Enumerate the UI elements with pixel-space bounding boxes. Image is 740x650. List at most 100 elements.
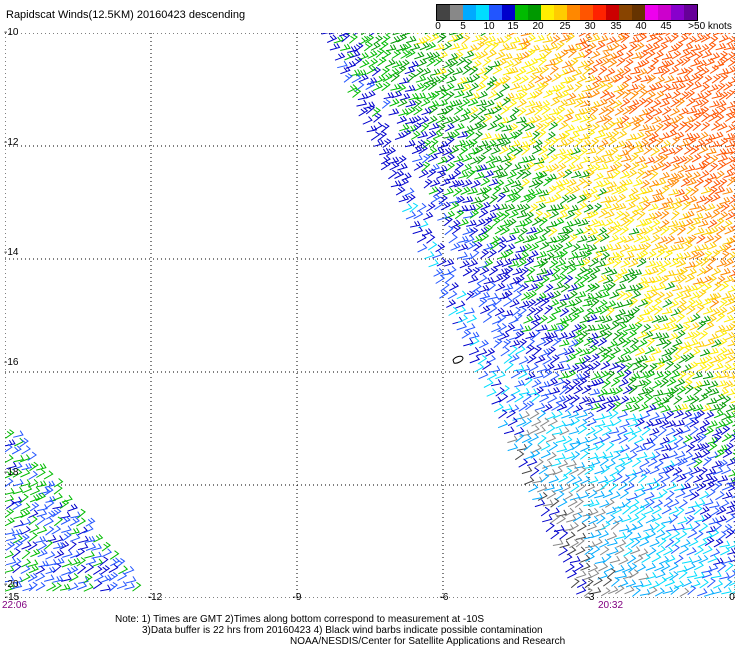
wind-barb	[68, 565, 79, 575]
wind-barb	[596, 514, 606, 525]
wind-barb	[559, 34, 571, 43]
wind-barb	[546, 314, 557, 324]
wind-barb	[477, 67, 488, 76]
wind-barb	[718, 388, 730, 397]
wind-barb	[512, 58, 522, 68]
wind-barb	[53, 478, 64, 488]
wind-barb	[620, 211, 631, 221]
wind-barb	[637, 330, 648, 339]
wind-barb	[527, 290, 537, 300]
wind-barb	[651, 332, 663, 340]
wind-barb	[512, 52, 524, 60]
wind-barb	[506, 170, 518, 180]
wind-barb	[672, 76, 683, 84]
wind-barb	[647, 164, 659, 173]
wind-barb	[590, 587, 602, 595]
wind-barb	[575, 291, 587, 299]
wind-barb	[428, 100, 440, 108]
wind-barb	[358, 52, 369, 61]
wind-barb	[580, 258, 591, 268]
wind-barb	[614, 564, 625, 573]
wind-barb	[708, 186, 718, 197]
wind-barb	[473, 202, 484, 212]
wind-barb	[584, 411, 595, 421]
wind-barb	[417, 131, 428, 139]
wind-barb	[710, 571, 722, 579]
wind-barb	[437, 50, 449, 60]
wind-barb	[611, 169, 621, 179]
wind-barb	[650, 234, 661, 244]
wind-barb	[625, 413, 637, 421]
wind-barb	[381, 81, 391, 92]
wind-barb	[726, 101, 735, 109]
wind-barb	[577, 60, 589, 69]
wind-barb	[661, 259, 672, 268]
wind-barb	[519, 51, 530, 61]
wind-barb	[727, 540, 735, 549]
wind-barb	[551, 193, 562, 202]
wind-barb	[60, 516, 71, 525]
lon-label: -15	[4, 592, 20, 603]
wind-barb	[619, 489, 630, 499]
wind-barb	[712, 434, 722, 444]
wind-barb	[624, 251, 635, 260]
wind-barb	[653, 35, 664, 45]
wind-barb	[692, 380, 703, 389]
wind-barb	[442, 116, 454, 125]
colorbar-swatch	[528, 5, 541, 20]
wind-barb	[727, 371, 735, 379]
wind-barb	[692, 277, 704, 285]
wind-barb	[59, 540, 70, 550]
wind-barb	[455, 139, 466, 147]
wind-barb	[62, 531, 72, 542]
wind-barb	[624, 268, 636, 277]
wind-barb	[509, 353, 520, 363]
wind-barb	[607, 136, 618, 147]
wind-barb	[37, 504, 48, 512]
wind-barb	[655, 529, 666, 539]
wind-barb	[51, 525, 62, 535]
wind-barb	[483, 40, 493, 51]
wind-barb	[52, 492, 63, 502]
wind-barb	[555, 490, 565, 501]
wind-barb	[660, 562, 671, 572]
wind-barb	[666, 377, 677, 387]
wind-barb	[491, 323, 502, 333]
wind-barb	[699, 419, 711, 429]
wind-barb	[404, 84, 416, 92]
wind-barb	[35, 572, 46, 582]
wind-barb	[645, 260, 657, 268]
wind-barb	[629, 513, 640, 523]
wind-barb	[397, 33, 408, 43]
wind-barb	[633, 580, 644, 588]
wind-barb	[713, 131, 724, 140]
wind-barb	[543, 283, 554, 293]
wind-barb	[28, 564, 39, 574]
wind-barb	[593, 576, 603, 586]
wind-barb	[717, 562, 727, 573]
wind-barb	[689, 203, 700, 210]
wind-barb	[405, 35, 417, 44]
wind-barb	[682, 132, 694, 141]
wind-barb	[27, 541, 38, 551]
wind-barb	[571, 243, 581, 253]
wind-barb	[609, 202, 620, 211]
wind-barb	[352, 88, 362, 98]
wind-barb	[485, 347, 496, 357]
wind-barb	[521, 145, 531, 156]
wind-barb	[698, 145, 709, 155]
wind-barb	[616, 57, 626, 67]
wind-barb	[493, 403, 504, 413]
wind-barb	[426, 202, 436, 212]
wind-barb	[588, 515, 599, 525]
wind-barb	[538, 465, 549, 475]
wind-barb	[678, 34, 689, 44]
wind-barb	[538, 57, 547, 67]
wind-barb	[707, 420, 718, 428]
wind-barb	[702, 307, 714, 315]
wind-barb	[682, 364, 693, 373]
wind-barb	[486, 388, 497, 397]
wind-barb	[642, 218, 653, 227]
wind-barb	[694, 499, 706, 507]
wind-barb	[503, 297, 513, 307]
